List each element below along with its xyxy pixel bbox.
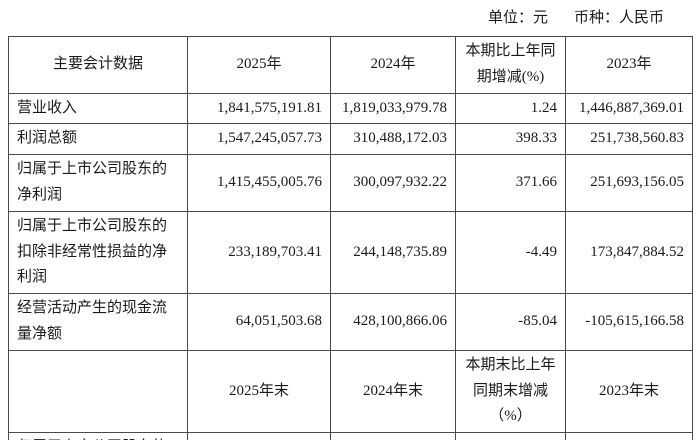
table-row-operating-revenue: 营业收入 1,841,575,191.81 1,819,033,979.78 1… [8, 92, 693, 125]
table-row-net-profit-attributable: 归属于上市公司股东的净利润 1,415,455,005.76 300,097,9… [8, 154, 693, 212]
header-year-2024: 2024年 [330, 36, 456, 94]
value-2024: 3,990,491,813.47 [330, 432, 456, 440]
header-end-2023: 2023年末 [565, 349, 693, 434]
value-2025: 5,285,384,782.71 [187, 432, 331, 440]
value-change: 1.24 [455, 92, 566, 125]
row-label: 营业收入 [8, 92, 188, 125]
value-2023: 3,763,210,449.11 [565, 432, 693, 440]
header-empty [8, 349, 188, 434]
header-end-2024: 2024年末 [330, 349, 456, 434]
value-2024: 428,100,866.06 [330, 293, 456, 351]
value-change: 398.33 [455, 123, 566, 156]
value-2023: 251,693,156.05 [565, 154, 693, 212]
value-change: 32.45 [455, 432, 566, 440]
value-2024: 300,097,932.22 [330, 154, 456, 212]
value-2024: 244,148,735.89 [330, 210, 456, 295]
row-label: 归属于上市公司股东的净资产 [8, 432, 188, 440]
key-accounting-data-table: 主要会计数据 2025年 2024年 本期比上年同期增减(%) 2023年 营业… [8, 36, 693, 440]
table-header-row-period-end: 2025年末 2024年末 本期末比上年同期末增减（%） 2023年末 [8, 349, 693, 434]
value-change: 371.66 [455, 154, 566, 212]
header-change-pct: 本期比上年同期增减(%) [455, 36, 566, 94]
row-label: 利润总额 [8, 123, 188, 156]
header-main-indicators: 主要会计数据 [8, 36, 188, 94]
header-end-2025: 2025年末 [187, 349, 331, 434]
currency-label: 币种：人民币 [573, 10, 664, 26]
table-row-net-assets-attributable: 归属于上市公司股东的净资产 5,285,384,782.71 3,990,491… [8, 432, 693, 440]
unit-label: 单位：元 [487, 10, 548, 26]
row-label: 经营活动产生的现金流量净额 [8, 293, 188, 351]
value-2024: 310,488,172.03 [330, 123, 456, 156]
table-row-net-profit-excl-nonrecurring: 归属于上市公司股东的扣除非经常性损益的净利润 233,189,703.41 24… [8, 210, 693, 295]
table-row-operating-cash-flow: 经营活动产生的现金流量净额 64,051,503.68 428,100,866.… [8, 293, 693, 351]
value-2023: -105,615,166.58 [565, 293, 693, 351]
header-end-change-pct: 本期末比上年同期末增减（%） [455, 349, 566, 434]
value-2023: 173,847,884.52 [565, 210, 693, 295]
unit-currency-line: 单位：元 币种：人民币 [0, 0, 700, 29]
value-2025: 64,051,503.68 [187, 293, 331, 351]
value-2025: 1,547,245,057.73 [187, 123, 331, 156]
value-2025: 233,189,703.41 [187, 210, 331, 295]
value-change: -85.04 [455, 293, 566, 351]
value-2025: 1,841,575,191.81 [187, 92, 331, 125]
header-year-2023: 2023年 [565, 36, 693, 94]
header-year-2025: 2025年 [187, 36, 331, 94]
table-header-row: 主要会计数据 2025年 2024年 本期比上年同期增减(%) 2023年 [8, 36, 693, 94]
value-2023: 251,738,560.83 [565, 123, 693, 156]
table-row-total-profit: 利润总额 1,547,245,057.73 310,488,172.03 398… [8, 123, 693, 156]
value-2023: 1,446,887,369.01 [565, 92, 693, 125]
row-label: 归属于上市公司股东的扣除非经常性损益的净利润 [8, 210, 188, 295]
row-label: 归属于上市公司股东的净利润 [8, 154, 188, 212]
value-change: -4.49 [455, 210, 566, 295]
value-2024: 1,819,033,979.78 [330, 92, 456, 125]
value-2025: 1,415,455,005.76 [187, 154, 331, 212]
